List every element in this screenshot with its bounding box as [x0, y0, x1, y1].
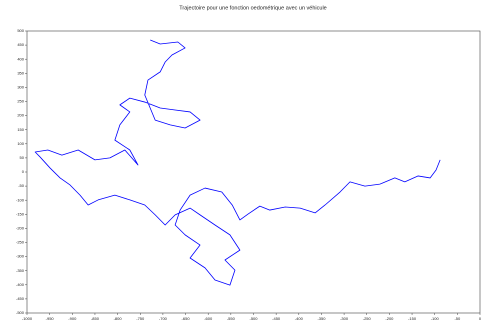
y-tick-label: -150 — [16, 211, 25, 216]
x-tick-label: -450 — [272, 316, 281, 321]
x-tick-label: -900 — [68, 316, 77, 321]
x-tick-label: -800 — [114, 316, 123, 321]
y-tick-label: -200 — [16, 225, 25, 230]
y-tick-label: 300 — [17, 84, 24, 89]
x-tick-label: -350 — [317, 316, 326, 321]
y-tick-label: 50 — [20, 155, 25, 160]
y-tick-label: 450 — [17, 42, 24, 47]
y-tick-label: -450 — [16, 296, 25, 301]
x-tick-label: -150 — [408, 316, 417, 321]
x-tick-label: -400 — [295, 316, 304, 321]
x-tick-label: -650 — [182, 316, 191, 321]
x-tick-label: -50 — [454, 316, 461, 321]
x-tick-label: -1000 — [22, 316, 33, 321]
x-tick-label: -500 — [249, 316, 258, 321]
x-tick-label: 0 — [479, 316, 482, 321]
x-tick-label: -600 — [204, 316, 213, 321]
x-tick-label: -700 — [159, 316, 168, 321]
y-tick-label: 500 — [17, 28, 24, 33]
x-tick-label: -550 — [227, 316, 236, 321]
x-tick-label: -850 — [91, 316, 100, 321]
y-tick-label: -250 — [16, 240, 25, 245]
x-tick-label: -250 — [363, 316, 372, 321]
y-tick-label: 400 — [17, 56, 24, 61]
chart-title: Trajectoire pour une fonction oedométriq… — [179, 5, 326, 11]
trajectory-line — [34, 39, 441, 286]
y-tick-label: 0 — [22, 169, 25, 174]
x-tick-label: -300 — [340, 316, 349, 321]
plot-frame — [26, 30, 481, 314]
y-tick-label: 350 — [17, 70, 24, 75]
y-tick-label: -400 — [16, 282, 25, 287]
x-tick-label: -750 — [136, 316, 145, 321]
y-tick-label: 100 — [17, 141, 24, 146]
y-tick-label: 150 — [17, 127, 24, 132]
y-tick-label: -300 — [16, 254, 25, 259]
x-tick-label: -200 — [385, 316, 394, 321]
y-tick-label: 250 — [17, 99, 24, 104]
x-tick-label: -950 — [46, 316, 55, 321]
y-tick-label: -500 — [16, 310, 25, 315]
x-tick-label: -100 — [431, 316, 440, 321]
y-tick-label: -50 — [18, 183, 25, 188]
y-tick-label: -100 — [16, 197, 25, 202]
y-tick-label: 200 — [17, 113, 24, 118]
y-tick-label: -350 — [16, 268, 25, 273]
